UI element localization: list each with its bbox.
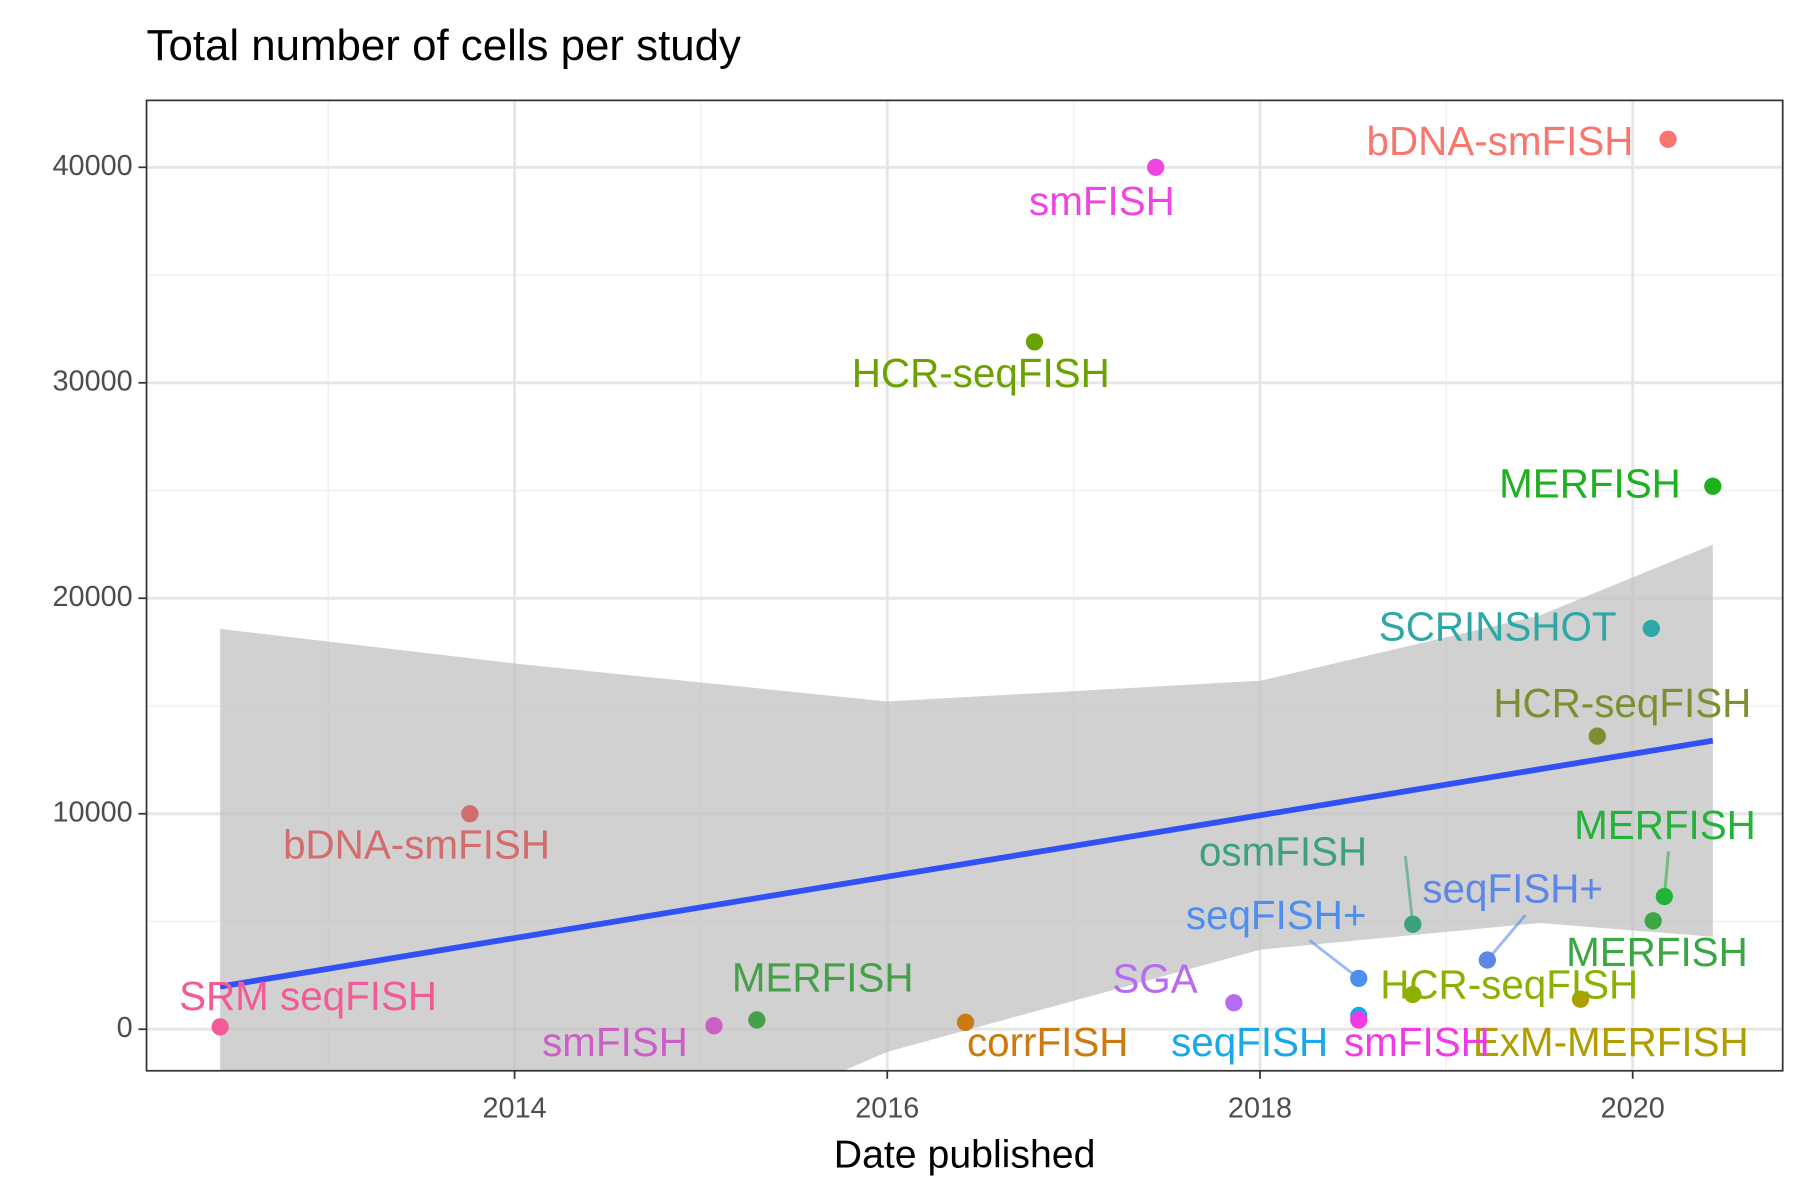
point-label: HCR-seqFISH: [1493, 680, 1751, 726]
point: [748, 1011, 766, 1029]
point: [1642, 619, 1660, 638]
point-label: MERFISH: [1574, 802, 1756, 848]
leader-line: [1403, 855, 1415, 925]
point: [1225, 994, 1243, 1012]
point-label: bDNA-smFISH: [1367, 118, 1634, 164]
point: [956, 1013, 975, 1031]
point-label: smFISH: [1344, 1019, 1490, 1065]
point: [1350, 969, 1368, 988]
point-label: seqFISH: [1171, 1019, 1328, 1065]
point-label: MERFISH: [1499, 461, 1681, 507]
point: [1404, 985, 1422, 1004]
point: [1478, 951, 1496, 969]
point-label: smFISH: [542, 1019, 688, 1065]
point: [705, 1017, 723, 1035]
point: [1404, 915, 1422, 933]
y-tick-label: 30000: [53, 365, 133, 397]
y-tick-label: 20000: [53, 581, 133, 613]
point: [461, 805, 479, 823]
point: [1644, 912, 1662, 930]
point: [1655, 887, 1674, 906]
point-label: SCRINSHOT: [1379, 604, 1617, 650]
point-label: smFISH: [1029, 178, 1175, 224]
y-tick-label: 40000: [53, 150, 133, 182]
point-label: HCR-seqFISH: [1380, 961, 1638, 1007]
band-layer: [219, 544, 1714, 1071]
point-label: ExM-MERFISH: [1473, 1019, 1749, 1065]
trend-line: [219, 737, 1714, 990]
point: [1659, 130, 1677, 148]
point-label: MERFISH: [732, 954, 914, 1000]
point-label: bDNA-smFISH: [283, 822, 550, 868]
x-tick-label: 2014: [483, 1093, 547, 1125]
confidence-band: [220, 544, 1713, 1071]
point: [1146, 158, 1165, 176]
point: [1571, 990, 1590, 1008]
point-label: SGA: [1112, 956, 1197, 1002]
point: [1588, 727, 1606, 745]
point: [1025, 333, 1044, 351]
point: [1704, 477, 1722, 495]
y-tick-label: 10000: [53, 796, 133, 828]
point-label: seqFISH+: [1186, 892, 1367, 938]
point-label: corrFISH: [967, 1019, 1128, 1065]
y-tick-label: 0: [117, 1012, 133, 1044]
x-axis-label: Date published: [834, 1133, 1096, 1177]
point-label: HCR-seqFISH: [852, 350, 1110, 396]
marks: bDNA-smFISHsmFISHHCR-seqFISHMERFISHSCRIN…: [179, 118, 1756, 1065]
point: [211, 1018, 229, 1036]
leader-line: [1486, 914, 1527, 961]
x-tick-label: 2020: [1601, 1093, 1665, 1125]
point-label: seqFISH+: [1422, 866, 1603, 912]
leader-line: [1308, 939, 1360, 980]
chart-title: Total number of cells per study: [147, 21, 741, 70]
point: [1350, 1011, 1368, 1029]
x-tick-label: 2018: [1228, 1093, 1292, 1125]
panel-border: [145, 99, 1784, 1072]
point-label: osmFISH: [1199, 829, 1367, 875]
point-label: MERFISH: [1566, 929, 1748, 975]
point-label: SRM seqFISH: [179, 973, 437, 1019]
x-tick-label: 2016: [855, 1093, 919, 1125]
